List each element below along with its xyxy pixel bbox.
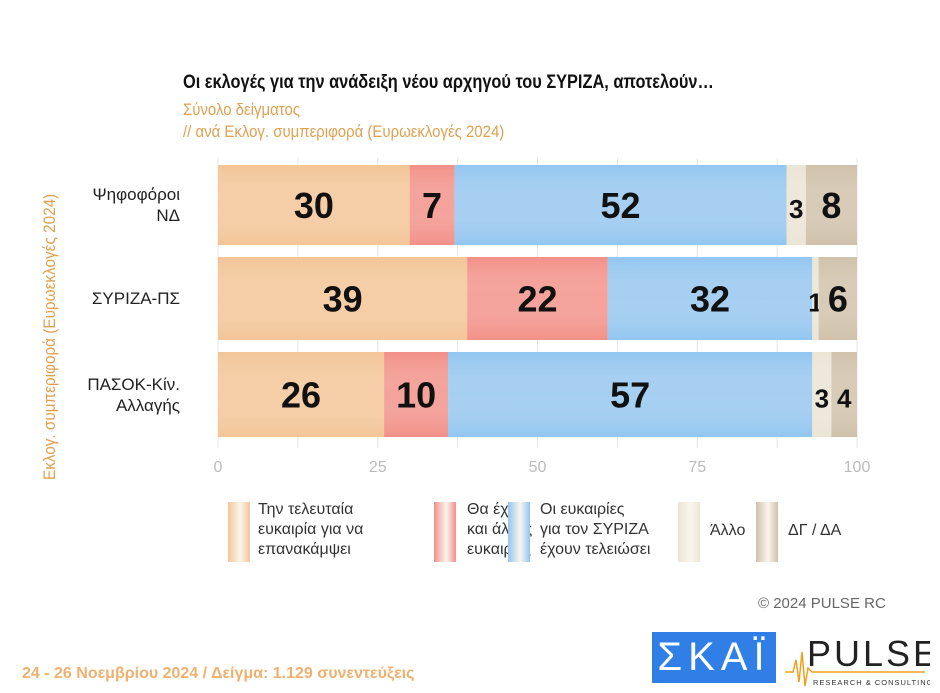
- data-label: 7: [422, 185, 442, 226]
- category-label: ΠΑΣΟΚ-Κίν. Αλλαγής: [87, 374, 180, 415]
- legend-swatch: [508, 502, 530, 562]
- pulse-logo: PULSE RESEARCH & CONSULTING: [785, 633, 930, 687]
- x-tick-label: 75: [688, 459, 706, 476]
- bar-segment-shade: [454, 165, 787, 245]
- data-label: 3: [789, 194, 803, 224]
- category-label: ΣΥΡΙΖΑ-ΠΣ: [91, 289, 180, 308]
- bar-segment-shade: [218, 352, 385, 437]
- data-label: 22: [517, 279, 557, 320]
- bar-segment-shade: [812, 257, 819, 340]
- x-tick-label: 100: [844, 459, 871, 476]
- copyright: © 2024 PULSE RC: [758, 595, 886, 612]
- x-tick-label: 0: [214, 459, 223, 476]
- bar-segment-shade: [448, 352, 813, 437]
- bar-segment-shade: [831, 352, 857, 437]
- bar-segment-shade: [218, 257, 468, 340]
- data-label: 30: [294, 185, 334, 226]
- bar-segment-shade: [384, 352, 449, 437]
- data-label: 52: [601, 185, 641, 226]
- skai-logo: ΣΚΑΪ: [652, 632, 776, 683]
- chart-subtitle: Σύνολο δείγματος: [183, 100, 300, 119]
- svg-text:PULSE: PULSE: [807, 633, 930, 674]
- bar-segment-shade: [467, 257, 608, 340]
- legend-swatch: [434, 502, 456, 562]
- data-label: 3: [815, 384, 829, 414]
- legend-swatch: [756, 502, 778, 562]
- bar-segment-shade: [218, 165, 410, 245]
- svg-text:RESEARCH & CONSULTING: RESEARCH & CONSULTING: [813, 678, 930, 687]
- legend-label: Άλλο: [710, 522, 746, 539]
- data-label: 57: [610, 375, 650, 416]
- data-label: 6: [828, 279, 848, 320]
- legend-swatch: [678, 502, 700, 562]
- legend-label: Την τελευταία ευκαιρία για να επανακάμψει: [258, 501, 364, 558]
- bar-segment-shade: [409, 165, 455, 245]
- category-label: Ψηφοφόροι ΝΔ: [92, 185, 180, 225]
- bar-segment-shade: [812, 352, 832, 437]
- data-label: 39: [323, 279, 363, 320]
- data-label: 26: [281, 375, 321, 416]
- footer-note: 24 - 26 Νοεμβρίου 2024 / Δείγμα: 1.129 σ…: [22, 665, 415, 682]
- legend-label: ΔΓ / ΔΑ: [788, 522, 842, 539]
- bar-segment-shade: [786, 165, 806, 245]
- bar-segment-shade: [607, 257, 813, 340]
- bar-segment-shade: [805, 165, 857, 245]
- chart-title: Οι εκλογές για την ανάδειξη νέου αρχηγού…: [183, 72, 714, 93]
- data-label: 10: [396, 375, 436, 416]
- chart-subtitle-2: // ανά Εκλογ. συμπεριφορά (Ευρωεκλογές 2…: [183, 122, 505, 141]
- x-tick-label: 50: [529, 459, 547, 476]
- bar-segment-shade: [818, 257, 857, 340]
- legend-label: Οι ευκαιρίες για τον ΣΥΡΙΖΑ έχουν τελειώσε…: [540, 501, 651, 558]
- legend-swatch: [228, 502, 250, 562]
- data-label: 32: [690, 279, 730, 320]
- x-tick-label: 25: [369, 459, 387, 476]
- data-label: 4: [837, 384, 852, 414]
- data-label: 8: [821, 185, 841, 226]
